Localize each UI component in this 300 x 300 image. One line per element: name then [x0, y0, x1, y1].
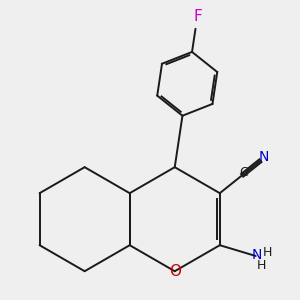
Text: N: N: [259, 149, 269, 164]
Text: H: H: [262, 246, 272, 259]
Text: F: F: [194, 9, 203, 24]
Text: N: N: [251, 248, 262, 262]
Text: H: H: [257, 259, 267, 272]
Text: O: O: [169, 264, 181, 279]
Text: C: C: [239, 166, 248, 179]
